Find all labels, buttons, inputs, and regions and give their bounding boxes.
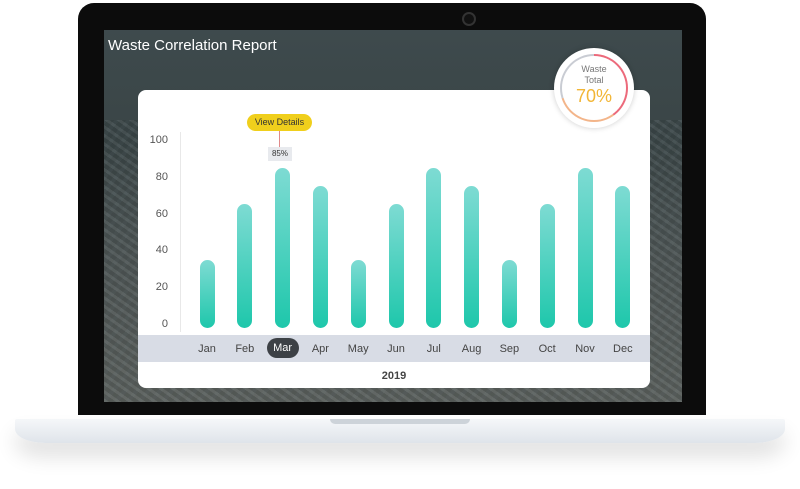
waste-total-gauge: Waste Total 70% (554, 48, 634, 128)
bar-jun[interactable] (388, 204, 404, 328)
bar-feb[interactable] (237, 204, 253, 328)
tooltip-value: 85% (268, 147, 292, 161)
bar-sep[interactable] (501, 259, 517, 328)
laptop-notch (330, 419, 470, 424)
chart-card: 2019 0 20 40 60 80 100 Jan Feb Mar Apr May Jun Jul Au… (138, 90, 650, 388)
bar-dec[interactable] (615, 186, 631, 328)
month-label-apr[interactable]: Apr (311, 343, 329, 355)
month-label-oct[interactable]: Oct (538, 343, 556, 355)
month-label-may[interactable]: May (347, 343, 369, 355)
month-label-feb[interactable]: Feb (235, 343, 255, 355)
y-tick-label: 60 (155, 207, 168, 220)
month-label-jan[interactable]: Jan (198, 343, 216, 355)
y-axis-line (180, 132, 181, 332)
bar-aug[interactable] (464, 186, 480, 328)
x-axis-band (138, 335, 650, 362)
report-title: Waste Correlation Report (108, 37, 277, 54)
bar-mar[interactable] (275, 167, 291, 328)
month-label-mar[interactable]: Mar (266, 338, 299, 358)
camera-icon (462, 12, 476, 26)
y-tick-label: 0 (161, 318, 168, 330)
gauge-label: Waste Total (581, 64, 607, 85)
bar-jan[interactable] (199, 259, 215, 328)
x-axis-label: 2019 (381, 370, 407, 382)
month-label-jul[interactable]: Jul (426, 343, 441, 355)
bar-apr[interactable] (312, 186, 328, 328)
gauge-value: 70% (575, 86, 613, 106)
month-label-dec[interactable]: Dec (613, 343, 633, 355)
month-label-nov[interactable]: Nov (575, 343, 595, 355)
y-tick-label: 80 (155, 170, 168, 183)
bar-may[interactable] (350, 259, 366, 328)
tooltip-line (279, 131, 280, 147)
view-details-button[interactable]: View Details (247, 114, 312, 131)
bar-nov[interactable] (577, 167, 593, 328)
bar-oct[interactable] (539, 204, 555, 328)
month-label-sep[interactable]: Sep (499, 343, 520, 355)
y-tick-label: 40 (155, 244, 168, 257)
month-label-jun[interactable]: Jun (387, 343, 405, 355)
bar-jul[interactable] (426, 167, 442, 328)
y-tick-label: 100 (149, 134, 168, 146)
y-tick-label: 20 (155, 281, 168, 294)
month-label-aug[interactable]: Aug (461, 343, 482, 355)
